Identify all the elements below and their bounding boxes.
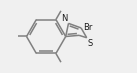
Text: Br: Br	[83, 23, 92, 32]
Text: N: N	[61, 14, 67, 23]
Text: S: S	[87, 39, 92, 48]
